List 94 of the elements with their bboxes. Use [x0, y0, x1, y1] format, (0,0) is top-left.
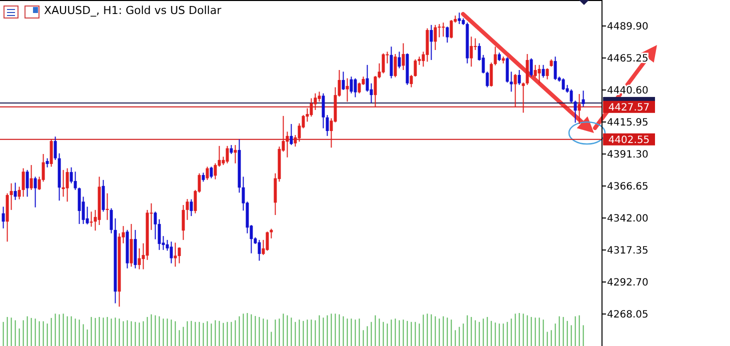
- candlestick: [174, 242, 177, 268]
- candlestick: [190, 198, 193, 217]
- candlestick: [526, 54, 529, 86]
- candlestick: [106, 192, 109, 220]
- candlestick: [210, 166, 213, 179]
- candlestick: [382, 52, 385, 74]
- candlestick: [518, 69, 521, 86]
- candlestick: [214, 162, 217, 180]
- candlestick: [374, 75, 377, 108]
- candlestick: [470, 36, 473, 68]
- y-tick-label: 4366.65: [607, 181, 648, 192]
- candlestick: [582, 90, 585, 108]
- y-tick-label: 4342.00: [607, 213, 648, 224]
- candlestick: [514, 74, 517, 108]
- y-tick-label: 4268.05: [607, 310, 648, 320]
- candlestick: [170, 241, 173, 264]
- candlestick: [430, 24, 433, 60]
- candlestick: [458, 12, 461, 25]
- ref-line-label: 4402.55: [608, 134, 650, 146]
- chart-title: XAUUSD_, H1: Gold vs US Dollar: [44, 4, 222, 17]
- candlestick: [322, 92, 325, 129]
- candlestick: [54, 136, 57, 160]
- candlestick: [14, 182, 17, 200]
- candlestick: [234, 144, 237, 164]
- candlestick: [358, 82, 361, 94]
- candlestick: [62, 169, 65, 198]
- candlestick: [206, 166, 209, 180]
- candlestick: [398, 51, 401, 69]
- candlestick: [350, 76, 353, 94]
- candlestick: [534, 64, 537, 78]
- candlestick: [78, 187, 81, 224]
- candlestick: [18, 186, 21, 200]
- candlestick: [2, 206, 5, 229]
- candlestick: [90, 211, 93, 228]
- candlestick: [138, 248, 141, 270]
- y-tick-label: 4391.30: [607, 149, 648, 160]
- ref-line-label: 4427.57: [608, 102, 650, 114]
- candlestick: [546, 68, 549, 80]
- candlestick: [438, 24, 441, 38]
- candlestick: [50, 138, 53, 168]
- candlestick: [486, 71, 489, 88]
- candlestick: [402, 42, 405, 70]
- candlestick: [258, 239, 261, 262]
- candlestick: [370, 82, 373, 104]
- candlestick: [286, 131, 289, 158]
- candlestick: [450, 20, 453, 39]
- candlestick: [30, 164, 33, 190]
- candlestick: [342, 71, 345, 90]
- candlestick: [562, 78, 565, 90]
- candlestick: [394, 54, 397, 78]
- candlestick: [578, 94, 581, 124]
- candlestick: [570, 88, 573, 104]
- candlestick: [490, 62, 493, 88]
- candlestick: [26, 169, 29, 198]
- candlestick: [410, 74, 413, 88]
- candlestick: [522, 82, 525, 114]
- candlestick: [46, 158, 49, 168]
- candlestick: [22, 168, 25, 198]
- candlestick: [182, 204, 185, 240]
- candlestick: [346, 78, 349, 102]
- candlestick: [186, 198, 189, 220]
- candlestick: [34, 176, 37, 208]
- candlestick: [542, 64, 545, 78]
- y-tick-label: 4317.35: [607, 245, 648, 256]
- candlestick: [434, 24, 437, 50]
- candlestick: [226, 145, 229, 164]
- candlestick: [154, 211, 157, 240]
- candlestick: [414, 58, 417, 78]
- candlestick: [326, 114, 329, 136]
- candlestick: [10, 182, 13, 210]
- candlestick: [318, 91, 321, 102]
- candlestick: [554, 56, 557, 80]
- y-tick-label: 4292.70: [607, 277, 648, 288]
- candlestick: [270, 228, 273, 239]
- candlestick: [354, 78, 357, 98]
- y-tick-label: 4415.95: [607, 117, 648, 128]
- y-tick-label: 4489.90: [607, 21, 648, 32]
- candlestick: [510, 71, 513, 92]
- candlestick: [506, 56, 509, 84]
- candlestick: [310, 98, 313, 118]
- candlestick: [178, 246, 181, 264]
- candlestick: [574, 100, 577, 124]
- candlestick: [538, 64, 541, 84]
- candlestick: [290, 124, 293, 146]
- candlestick: [494, 46, 497, 66]
- candlestick: [74, 171, 77, 190]
- candlestick: [530, 58, 533, 78]
- candlestick: [442, 22, 445, 38]
- candlestick: [446, 26, 449, 44]
- candlestick: [366, 64, 369, 92]
- candlestick: [110, 208, 113, 234]
- candlestick: [266, 231, 269, 252]
- candlestick: [390, 46, 393, 79]
- candlestick: [66, 168, 69, 202]
